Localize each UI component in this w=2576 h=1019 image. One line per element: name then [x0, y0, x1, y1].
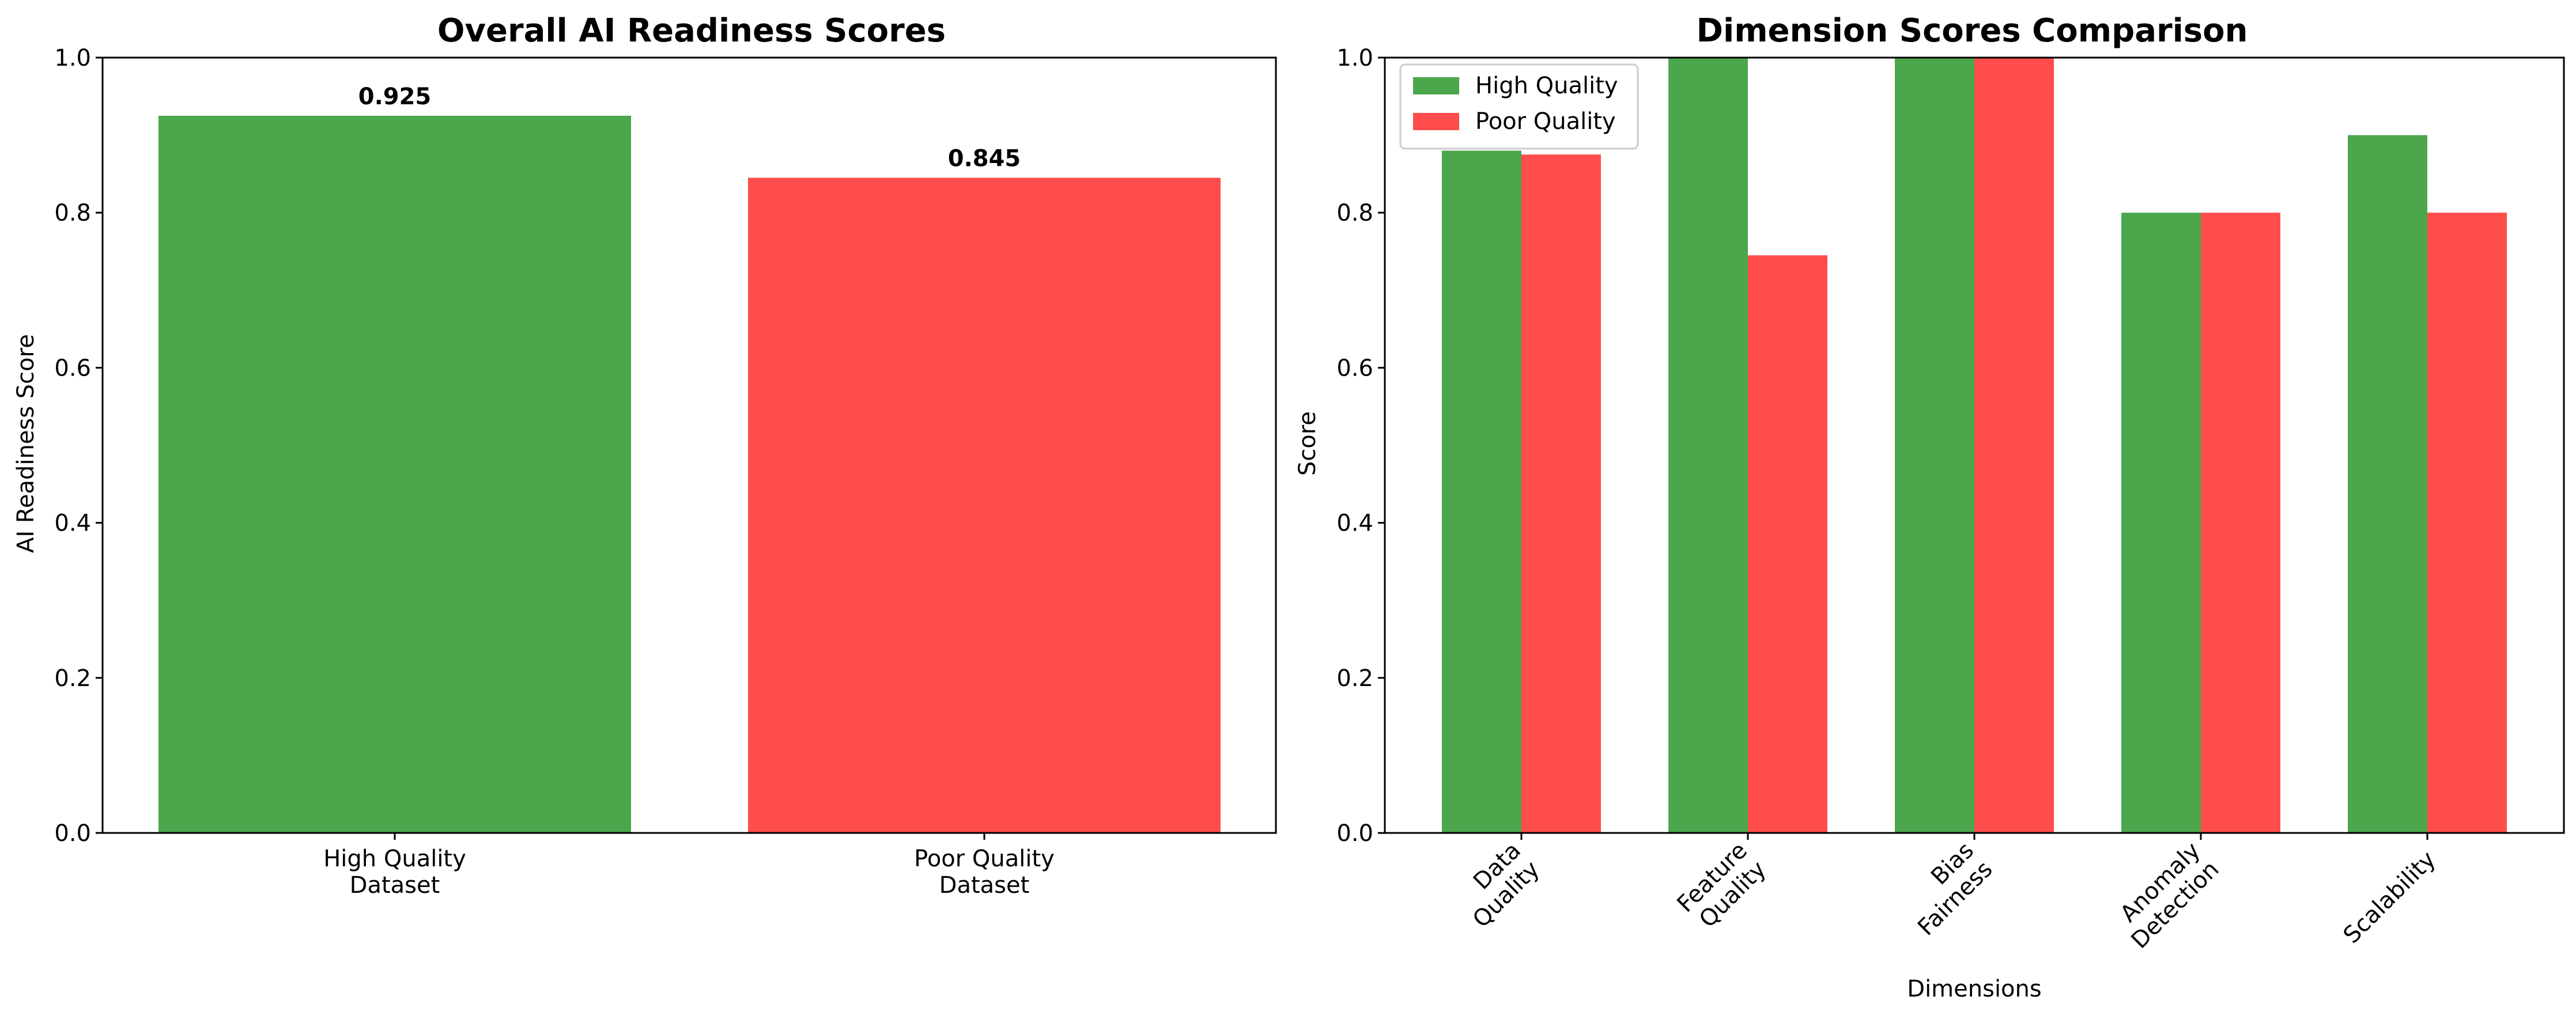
y-axis-label: Score	[1294, 411, 1321, 476]
bars-layer: 0.925 0.845	[158, 84, 1221, 834]
bar	[2427, 213, 2507, 834]
y-tick-label: 1.0	[1336, 45, 1373, 71]
bar	[1895, 58, 1974, 833]
bar	[1668, 58, 1748, 833]
y-tick-label: 0.0	[54, 820, 91, 847]
bar-value-label: 0.845	[948, 146, 1021, 172]
bar	[1521, 154, 1601, 833]
y-axis-ticks: 0.0 0.2 0.4 0.6 0.8 1.0	[1336, 45, 1385, 847]
bars-layer	[1442, 58, 2507, 834]
overall-scores-chart: Overall AI Readiness Scores AI Readiness…	[13, 12, 1277, 899]
plot-frame	[1384, 56, 2565, 834]
y-tick-label: 0.0	[1336, 820, 1373, 847]
y-axis-ticks: 0.0 0.2 0.4 0.6 0.8 1.0	[54, 45, 103, 847]
y-tick-label: 1.0	[54, 45, 91, 71]
bar	[158, 115, 631, 834]
y-tick-label: 0.6	[1336, 355, 1373, 381]
y-tick-label: 0.2	[54, 665, 91, 692]
plot-frame	[101, 56, 1277, 834]
bar	[748, 177, 1221, 833]
y-tick-label: 0.4	[1336, 510, 1373, 537]
bar-value-label: 0.925	[358, 84, 432, 110]
bar	[1974, 58, 2054, 833]
chart-title: Dimension Scores Comparison	[1697, 12, 2248, 50]
x-tick-label: Poor Quality Dataset	[914, 846, 1055, 899]
legend-label: Poor Quality	[1475, 108, 1616, 135]
legend-swatch	[1413, 113, 1459, 130]
x-axis-label: Dimensions	[1907, 976, 2041, 1002]
bar	[2348, 135, 2427, 834]
chart-title: Overall AI Readiness Scores	[437, 12, 946, 50]
y-tick-label: 0.4	[54, 510, 91, 537]
bar	[1748, 255, 1827, 834]
bar	[1442, 150, 1521, 833]
legend-swatch	[1413, 77, 1459, 94]
y-tick-label: 0.2	[1336, 665, 1373, 692]
x-tick-label: High Quality Dataset	[323, 846, 466, 899]
y-tick-label: 0.8	[1336, 200, 1373, 226]
bar	[2201, 213, 2280, 834]
bar	[2121, 213, 2201, 834]
x-axis-ticks: High Quality Dataset Poor Quality Dataset	[323, 833, 1055, 899]
legend-box	[1399, 63, 1639, 150]
legend-label: High Quality	[1475, 73, 1618, 99]
y-axis-label: AI Readiness Score	[13, 334, 39, 553]
y-tick-label: 0.8	[54, 200, 91, 226]
y-tick-label: 0.6	[54, 355, 91, 381]
legend: High Quality Poor Quality	[1399, 63, 1639, 150]
